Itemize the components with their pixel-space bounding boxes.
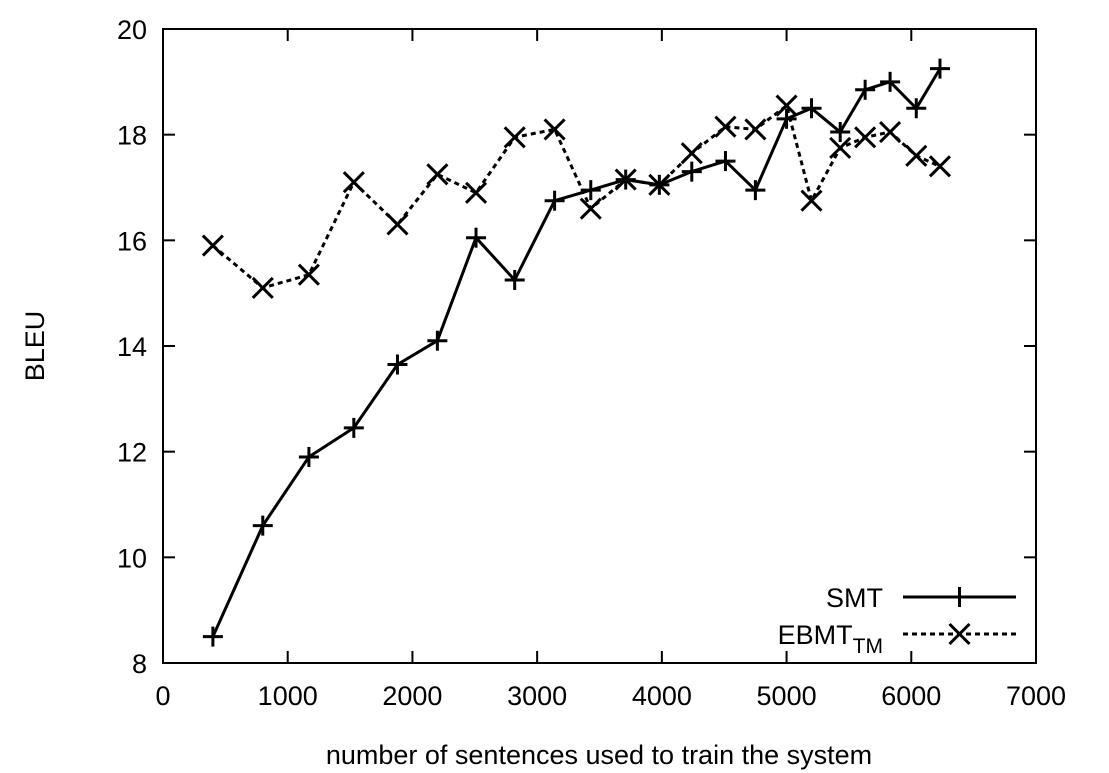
y-tick-label: 18 <box>117 121 147 151</box>
data-point <box>579 197 602 220</box>
data-point <box>715 151 736 172</box>
y-tick-label: 12 <box>117 438 147 468</box>
series-ebmt-tm <box>201 94 952 299</box>
plot-frame <box>162 28 1037 664</box>
data-point <box>880 71 901 92</box>
y-axis-ticks: 8 10 12 14 16 18 20 <box>117 15 1036 679</box>
x-tick-label: 3000 <box>507 681 567 711</box>
data-point <box>714 115 737 138</box>
data-point <box>928 155 952 178</box>
data-point <box>466 227 487 248</box>
y-axis-title: BLEU <box>20 311 50 382</box>
data-point <box>504 269 525 290</box>
data-point <box>648 173 671 196</box>
data-point <box>855 79 876 100</box>
data-point <box>906 98 927 119</box>
data-point <box>252 515 273 536</box>
data-point <box>202 626 223 647</box>
data-point <box>745 180 766 201</box>
data-point <box>251 276 274 299</box>
data-point <box>503 126 526 149</box>
legend-label: EBMTTM <box>778 620 883 658</box>
legend-label: SMT <box>826 583 883 613</box>
y-tick-label: 10 <box>117 543 147 573</box>
data-point <box>427 330 448 351</box>
x-axis-ticks: 0 1000 2000 3000 4000 5000 6000 7000 <box>155 29 1066 711</box>
y-tick-label: 20 <box>117 15 147 45</box>
data-point <box>201 234 224 257</box>
data-point <box>580 180 601 201</box>
data-point <box>829 136 852 159</box>
data-point <box>879 120 902 144</box>
data-point <box>298 446 319 467</box>
data-point <box>387 354 408 375</box>
data-point <box>680 142 703 165</box>
y-tick-label: 8 <box>132 649 147 679</box>
x-axis-title: number of sentences used to train the sy… <box>326 740 872 770</box>
data-point <box>544 190 565 211</box>
data-point <box>800 189 823 212</box>
series-line <box>211 104 941 290</box>
x-tick-label: 7000 <box>1006 681 1066 711</box>
data-point <box>801 98 822 119</box>
series-line <box>211 67 942 638</box>
data-point <box>543 118 566 141</box>
x-tick-label: 2000 <box>382 681 442 711</box>
data-point <box>614 168 637 191</box>
y-tick-label: 16 <box>117 226 147 256</box>
legend-item: EBMTTM <box>778 620 1016 658</box>
legend-marker <box>948 622 971 646</box>
data-point <box>929 58 950 79</box>
data-point <box>681 161 702 182</box>
data-point <box>297 263 320 286</box>
y-tick-label: 14 <box>117 332 147 362</box>
data-point <box>426 163 449 186</box>
legend-item: SMT <box>826 583 1016 613</box>
data-point <box>342 171 365 194</box>
data-point <box>775 94 798 117</box>
data-point <box>905 144 928 167</box>
data-point <box>386 213 409 236</box>
data-point <box>776 108 797 129</box>
x-tick-label: 0 <box>155 681 170 711</box>
data-point <box>744 118 767 141</box>
data-point <box>830 122 851 143</box>
series-layer <box>201 58 952 647</box>
x-tick-label: 4000 <box>632 681 692 711</box>
legend: SMT EBMTTM <box>778 583 1016 658</box>
data-point <box>343 417 364 438</box>
data-point <box>464 181 488 204</box>
x-tick-label: 5000 <box>757 681 817 711</box>
x-tick-label: 1000 <box>258 681 318 711</box>
legend-marker <box>949 587 970 607</box>
data-point <box>854 126 877 149</box>
x-tick-label: 6000 <box>881 681 941 711</box>
